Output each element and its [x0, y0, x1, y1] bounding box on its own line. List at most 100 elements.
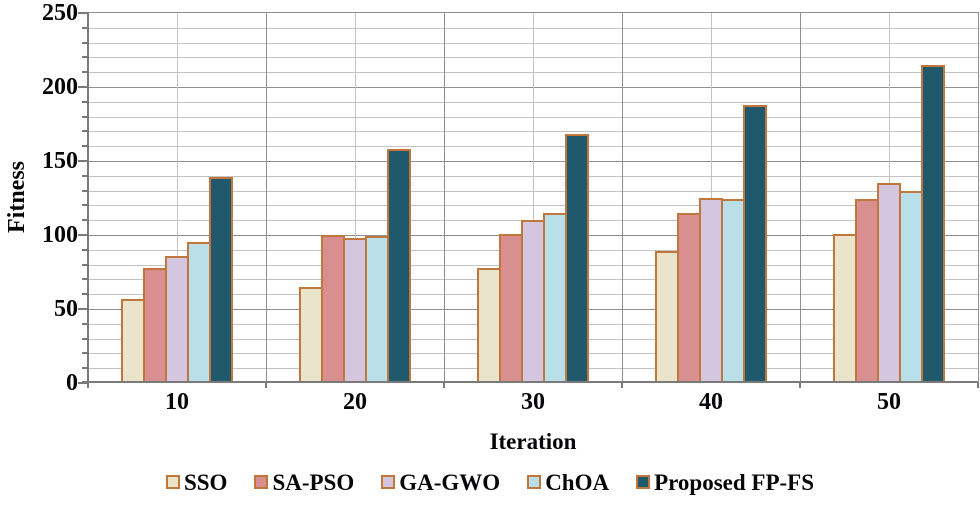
legend-label: Proposed FP-FS	[654, 469, 815, 495]
y-tick-major	[78, 86, 87, 88]
legend-swatch	[636, 475, 651, 489]
x-tick	[799, 383, 801, 388]
x-tick	[443, 383, 445, 388]
y-tick-minor	[82, 337, 87, 340]
y-tick-major	[78, 382, 87, 384]
bar-sa-pso	[321, 235, 345, 383]
y-tick-minor	[82, 248, 87, 251]
x-tick-label: 20	[343, 389, 367, 415]
x-tick-label: 40	[699, 389, 723, 415]
y-tick-minor	[82, 174, 87, 177]
x-gridline-major	[622, 13, 623, 383]
y-tick-label: 0	[66, 370, 78, 396]
x-gridline-major	[444, 13, 445, 383]
bar-sa-pso	[499, 234, 523, 383]
y-tick-minor	[82, 189, 87, 192]
legend-swatch	[254, 475, 269, 489]
x-gridline-major	[266, 13, 267, 383]
legend-swatch	[527, 475, 542, 489]
y-tick-minor	[82, 219, 87, 222]
y-tick-label: 150	[42, 148, 78, 174]
y-tick-minor	[82, 115, 87, 118]
x-axis-title: Iteration	[489, 429, 577, 454]
bar-choa	[721, 199, 745, 383]
bar-choa	[543, 213, 567, 383]
y-tick-label: 100	[42, 222, 78, 248]
y-tick-minor	[82, 41, 87, 44]
bar-sso	[477, 268, 501, 383]
bar-choa	[899, 191, 923, 383]
bar-ga-gwo	[521, 220, 545, 383]
y-gridline-major	[88, 87, 978, 88]
plot-area	[88, 12, 979, 383]
legend: SSO SA-PSO GA-GWO ChOA Proposed FP-FS	[0, 464, 980, 500]
bar-proposed-fp-fs	[387, 149, 411, 383]
y-tick-minor	[82, 278, 87, 281]
y-tick-minor	[82, 71, 87, 74]
bar-ga-gwo	[699, 198, 723, 383]
bar-sso	[299, 287, 323, 383]
y-axis-line	[87, 12, 89, 384]
bar-proposed-fp-fs	[921, 65, 945, 383]
y-tick-major	[78, 234, 87, 236]
y-tick-major	[78, 308, 87, 310]
bar-ga-gwo	[165, 256, 189, 383]
x-tick-label: 50	[877, 389, 901, 415]
legend-label: GA-GWO	[399, 469, 501, 495]
bar-sa-pso	[855, 199, 879, 383]
y-gridline-minor	[88, 72, 978, 74]
legend-item: SSO	[165, 469, 228, 495]
y-gridline-minor	[88, 116, 978, 118]
y-gridline-minor	[88, 42, 978, 44]
bar-proposed-fp-fs	[209, 177, 233, 383]
legend-label: ChOA	[545, 469, 610, 495]
y-tick-label: 250	[42, 0, 78, 26]
y-tick-minor	[82, 322, 87, 325]
y-tick-minor	[82, 100, 87, 103]
y-tick-minor	[82, 56, 87, 59]
bar-sa-pso	[677, 213, 701, 383]
bar-sso	[121, 299, 145, 383]
y-tick-major	[78, 12, 87, 14]
y-tick-minor	[82, 352, 87, 355]
y-axis-title: Fitness	[4, 161, 30, 233]
x-tick-label: 10	[165, 389, 189, 415]
y-gridline-minor	[88, 27, 978, 29]
y-gridline-minor	[88, 101, 978, 103]
x-tick	[621, 383, 623, 388]
y-gridline-major	[88, 161, 978, 162]
bar-sso	[655, 251, 679, 383]
legend-item: GA-GWO	[381, 471, 500, 494]
x-tick	[87, 383, 89, 388]
legend-item: ChOA	[527, 471, 609, 494]
y-tick-minor	[82, 367, 87, 370]
y-tick-label: 200	[42, 74, 78, 100]
legend-swatch	[165, 475, 180, 489]
y-gridline-minor	[88, 131, 978, 133]
bar-ga-gwo	[343, 238, 367, 383]
bar-proposed-fp-fs	[743, 105, 767, 383]
y-tick-minor	[82, 145, 87, 148]
legend-swatch	[381, 475, 396, 489]
legend-label: SSO	[183, 469, 228, 495]
legend-item: Proposed FP-FS	[636, 471, 814, 494]
x-tick-label: 30	[521, 389, 545, 415]
bar-ga-gwo	[877, 183, 901, 383]
y-tick-minor	[82, 263, 87, 266]
y-gridline-minor	[88, 57, 978, 59]
x-axis-line	[82, 381, 978, 383]
y-tick-minor	[82, 204, 87, 207]
y-gridline-minor	[88, 146, 978, 148]
bar-proposed-fp-fs	[565, 134, 589, 383]
legend-label: SA-PSO	[272, 469, 355, 495]
bar-choa	[187, 242, 211, 383]
y-tick-label: 50	[54, 296, 78, 322]
bar-choa	[365, 236, 389, 383]
x-tick	[977, 383, 979, 388]
x-tick	[265, 383, 267, 388]
y-tick-minor	[82, 130, 87, 133]
bar-sso	[833, 234, 857, 383]
y-tick-major	[78, 160, 87, 162]
y-tick-minor	[82, 26, 87, 29]
